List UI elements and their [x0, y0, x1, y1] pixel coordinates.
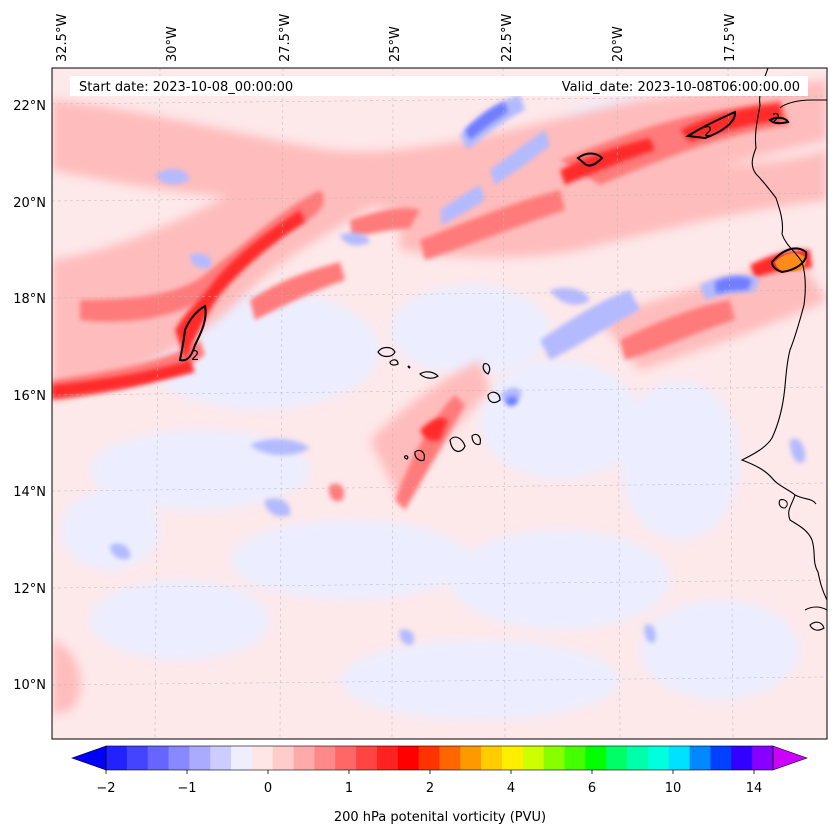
header-info: Start date: 2023-10-08_00:00:00 Valid_da… [70, 76, 808, 96]
colorbar-segment [481, 746, 503, 770]
colorbar-segment [106, 746, 128, 770]
colorbar-segment [376, 746, 399, 770]
colorbar-segment [731, 746, 753, 770]
colorbar-segment [418, 746, 440, 770]
colorbar-tick-label: 0 [264, 781, 272, 796]
lat-label: 14°N [13, 485, 46, 500]
colorbar-segment [668, 746, 691, 770]
colorbar-segment [168, 746, 190, 770]
colorbar-segment [647, 746, 670, 770]
start-date-label: Start date: 2023-10-08_00:00:00 [79, 80, 293, 95]
colorbar-segment [689, 746, 711, 770]
colorbar-segment [335, 746, 357, 770]
lat-label: 22°N [13, 99, 46, 114]
lat-label: 20°N [13, 196, 46, 211]
colorbar-title: 200 hPa potenital vorticity (PVU) [334, 810, 546, 825]
colorbar-segment [585, 746, 607, 770]
lon-label: 27.5°W [278, 14, 293, 62]
colorbar-segment [710, 746, 732, 770]
graticule [52, 68, 827, 739]
colorbar-tick-label: 1 [345, 781, 353, 796]
longitude-labels: 32.5°W 30°W 27.5°W 25°W 22.5°W 20°W 17.5… [55, 14, 738, 62]
colorbar-segment [231, 746, 253, 770]
colorbar-segment [397, 746, 420, 770]
header-box [70, 76, 808, 96]
contour-label: 2 [772, 112, 780, 127]
colorbar-segment [293, 746, 315, 770]
lon-label: 30°W [165, 26, 180, 62]
colorbar-segment [543, 746, 566, 770]
pv-strong-red-cores [52, 104, 812, 441]
colorbar-segment [210, 746, 232, 770]
colorbar-segment [189, 746, 211, 770]
lat-label: 16°N [13, 389, 46, 404]
contour-label: 2 [704, 125, 712, 140]
colorbar-segment [439, 746, 461, 770]
lon-label: 17.5°W [723, 14, 738, 62]
colorbar-segments [106, 746, 774, 770]
colorbar-segment [314, 746, 336, 770]
colorbar-segment [627, 746, 649, 770]
africa-coastline [740, 68, 827, 631]
lat-label: 10°N [13, 678, 46, 693]
colorbar-tick-label: 2 [426, 781, 434, 796]
map-frame [51, 67, 828, 740]
latitude-labels: 22°N 20°N 18°N 16°N 14°N 12°N 10°N [13, 99, 46, 693]
lat-label: 18°N [13, 292, 46, 307]
colorbar-tick-label: 10 [665, 781, 682, 796]
map-plot-area: 2 2 2 [52, 68, 827, 739]
lon-label: 32.5°W [55, 14, 70, 62]
pv-2-contours: 2 2 2 [178, 110, 808, 364]
lon-label: 22.5°W [500, 14, 515, 62]
lon-label: 25°W [388, 26, 403, 62]
colorbar-segment [147, 746, 170, 770]
valid-date-label: Valid_date: 2023-10-08T06:00:00.00 [562, 80, 800, 95]
colorbar-tick-label: 14 [746, 781, 763, 796]
colorbar-segment [522, 746, 545, 770]
colorbar-segment [564, 746, 586, 770]
colorbar-frame [105, 745, 774, 771]
colorbar: −2 −1 0 1 2 4 6 10 14 200 hPa potenital vorticit… [71, 745, 808, 825]
colorbar-left-arrow [71, 745, 107, 771]
lon-label: 20°W [611, 26, 626, 62]
contour-label: 2 [191, 349, 199, 364]
cape-verde-islands [377, 346, 501, 462]
pv-mid-blue-patches [465, 102, 752, 407]
colorbar-segment [126, 746, 149, 770]
colorbar-right-arrow [772, 745, 808, 771]
colorbar-tick-label: 6 [588, 781, 596, 796]
colorbar-segment [752, 746, 774, 770]
colorbar-segment [272, 746, 295, 770]
colorbar-segment [460, 746, 482, 770]
colorbar-tick-label: −1 [177, 781, 196, 796]
colorbar-tick-label: 4 [507, 781, 515, 796]
colorbar-segment [251, 746, 274, 770]
colorbar-ticks: −2 −1 0 1 2 4 6 10 14 [96, 770, 762, 796]
colorbar-segment [502, 746, 524, 770]
lat-label: 12°N [13, 582, 46, 597]
colorbar-tick-label: −2 [96, 781, 115, 796]
colorbar-segment [356, 746, 378, 770]
colorbar-segment [606, 746, 628, 770]
